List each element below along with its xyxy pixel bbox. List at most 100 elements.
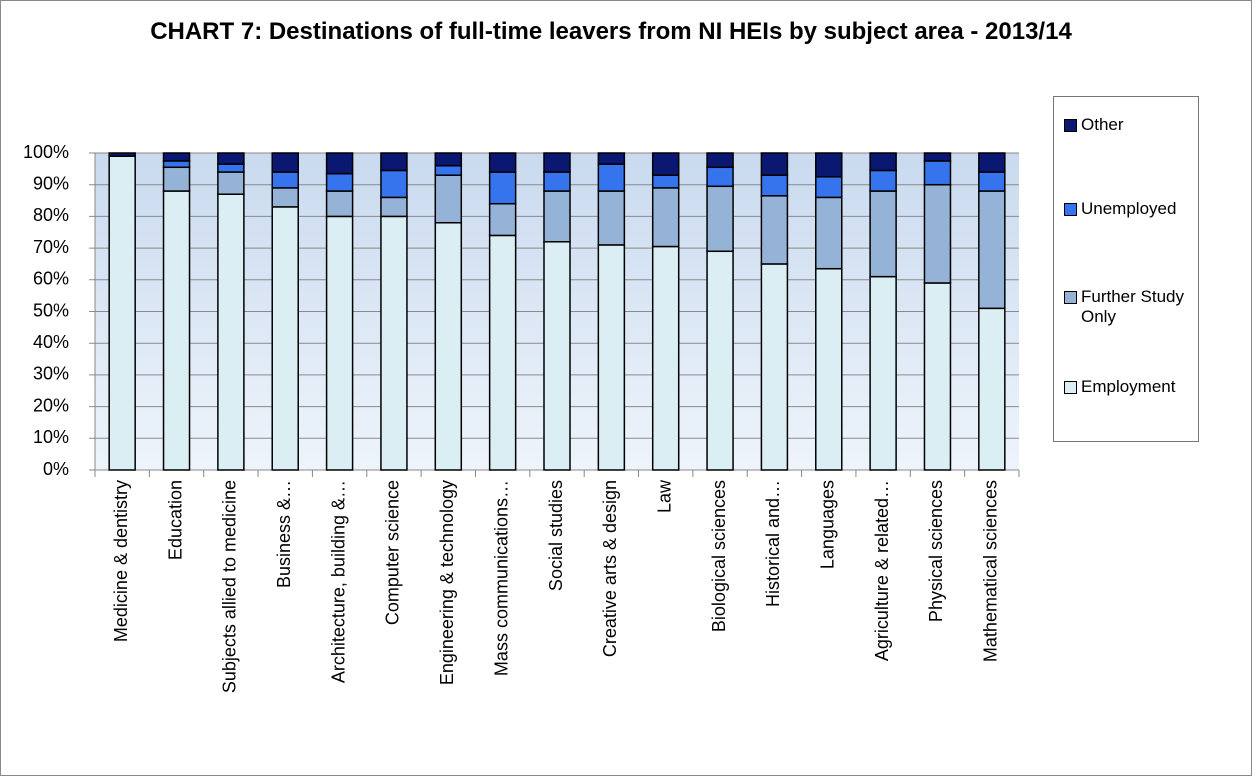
- x-tick-label: Subjects allied to medicine: [220, 480, 240, 693]
- x-tick-label: Creative arts & design: [600, 480, 620, 657]
- bar-segment: [162, 160, 191, 169]
- legend-item: Unemployed: [1064, 199, 1194, 219]
- bar-segment: [543, 241, 571, 471]
- bar-segment: [869, 169, 897, 192]
- bar-segment: [978, 307, 1006, 471]
- bar-segment: [325, 190, 354, 218]
- x-tick-label: Computer science: [383, 480, 403, 625]
- bar-segment: [706, 250, 734, 471]
- bar-segment: [815, 267, 843, 471]
- bar-segment: [325, 152, 354, 175]
- y-tick-label: 20%: [33, 395, 69, 415]
- bar-segment: [597, 190, 626, 246]
- x-tick-label: Agriculture & related…: [872, 480, 892, 661]
- bar-segment: [217, 193, 245, 471]
- bar-segment: [488, 234, 517, 471]
- bar-segment: [706, 185, 734, 253]
- bar-segment: [651, 187, 680, 248]
- x-tick-label: Mathematical sciences: [981, 480, 1001, 662]
- bar-segment: [380, 196, 408, 218]
- bar-segment: [815, 176, 843, 199]
- x-tick-label: Business &…: [274, 480, 294, 588]
- bar-segment: [597, 244, 626, 471]
- y-tick-label: 100%: [23, 142, 69, 162]
- x-tick-label: Engineering & technology: [437, 480, 457, 685]
- bar-segment: [923, 160, 952, 186]
- y-tick-label: 40%: [33, 332, 69, 352]
- legend-swatch: [1064, 291, 1077, 304]
- legend-item: Further Study Only: [1064, 287, 1194, 327]
- x-tick-label: Biological sciences: [709, 480, 729, 632]
- bar-segment: [434, 152, 463, 167]
- bar-segment: [162, 152, 191, 162]
- bar-segment: [434, 221, 463, 471]
- legend-swatch: [1064, 203, 1077, 216]
- x-tick-label: Medicine & dentistry: [111, 480, 131, 642]
- bar-segment: [162, 190, 191, 471]
- bar-segment: [325, 215, 354, 471]
- bar-segment: [815, 196, 843, 270]
- bar-segment: [217, 163, 245, 173]
- bar-segment: [923, 183, 952, 284]
- x-tick-label: Physical sciences: [926, 480, 946, 622]
- bar-segment: [108, 155, 136, 471]
- bar-segment: [162, 166, 191, 192]
- y-tick-label: 60%: [33, 269, 69, 289]
- bar-segment: [923, 152, 952, 162]
- legend-swatch: [1064, 381, 1077, 394]
- bar-segment: [380, 169, 408, 199]
- legend-swatch: [1064, 119, 1077, 132]
- legend-label: Other: [1081, 115, 1124, 134]
- x-tick-label: Education: [165, 480, 185, 560]
- y-tick-label: 70%: [33, 237, 69, 257]
- bar-segment: [325, 172, 354, 192]
- x-tick-label: Law: [654, 479, 674, 513]
- x-tick-label: Mass communications…: [491, 480, 511, 676]
- bar-segment: [271, 152, 299, 173]
- bar-segment: [706, 152, 734, 169]
- bar-segment: [488, 202, 517, 237]
- bar-segment: [271, 187, 299, 208]
- legend-label: Employment: [1081, 377, 1176, 396]
- bar-segment: [380, 152, 408, 172]
- bar-segment: [978, 152, 1006, 173]
- bar-segment: [978, 171, 1006, 192]
- bar-segment: [597, 163, 626, 192]
- bar-segment: [217, 152, 245, 165]
- bar-segment: [271, 206, 299, 471]
- bar-segment: [760, 174, 789, 197]
- legend-item: Other: [1064, 115, 1194, 135]
- bar-segment: [488, 152, 517, 173]
- legend-label: Further Study Only: [1081, 287, 1184, 326]
- bar-segment: [597, 152, 626, 165]
- x-tick-label: Languages: [818, 480, 838, 569]
- legend-item: Employment: [1064, 377, 1194, 397]
- bar-segment: [543, 152, 571, 173]
- bar-segment: [760, 195, 789, 265]
- y-tick-label: 90%: [33, 173, 69, 193]
- bar-segment: [869, 190, 897, 278]
- bar-segment: [380, 215, 408, 471]
- y-tick-label: 30%: [33, 364, 69, 384]
- bar-segment: [760, 263, 789, 471]
- bar-segment: [434, 164, 463, 176]
- y-tick-label: 10%: [33, 427, 69, 447]
- y-tick-label: 50%: [33, 300, 69, 320]
- bar-segment: [923, 282, 952, 471]
- bar-segment: [651, 152, 680, 176]
- chart-title: CHART 7: Destinations of full-time leave…: [150, 18, 1072, 45]
- bar-segment: [651, 245, 680, 471]
- bar-segment: [488, 171, 517, 205]
- y-tick-label: 80%: [33, 205, 69, 225]
- bar-segment: [706, 166, 734, 188]
- legend-label: Unemployed: [1081, 199, 1177, 218]
- bar-segment: [815, 152, 843, 178]
- bar-segment: [108, 152, 136, 157]
- x-tick-label: Architecture, building &…: [328, 480, 348, 683]
- bar-segment: [869, 275, 897, 471]
- y-tick-label: 0%: [43, 459, 69, 479]
- x-tick-label: Social studies: [546, 480, 566, 591]
- x-tick-label: Historical and…: [763, 480, 783, 607]
